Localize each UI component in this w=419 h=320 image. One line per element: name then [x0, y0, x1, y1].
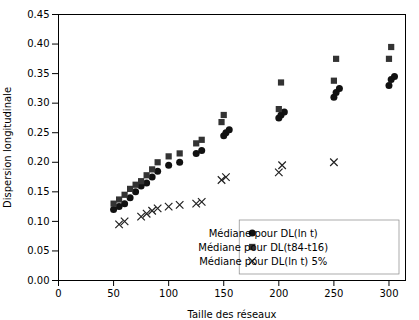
- svg-text:0.10: 0.10: [27, 216, 49, 227]
- svg-text:Dispersion longitudinale: Dispersion longitudinale: [2, 87, 13, 208]
- svg-text:0.20: 0.20: [27, 156, 49, 167]
- svg-text:50: 50: [107, 288, 120, 299]
- svg-text:0: 0: [55, 288, 61, 299]
- svg-text:0.30: 0.30: [27, 97, 49, 108]
- svg-text:0.00: 0.00: [27, 275, 49, 286]
- svg-text:250: 250: [324, 288, 343, 299]
- svg-text:300: 300: [379, 288, 398, 299]
- svg-text:0.35: 0.35: [27, 68, 49, 79]
- svg-text:0.25: 0.25: [27, 127, 49, 138]
- svg-text:0.40: 0.40: [27, 38, 49, 49]
- svg-text:200: 200: [269, 288, 288, 299]
- svg-text:Médiane pour DL(ln t) 5%: Médiane pour DL(ln t) 5%: [199, 256, 327, 267]
- svg-text:0.45: 0.45: [27, 9, 49, 20]
- svg-text:150: 150: [214, 288, 233, 299]
- svg-text:0.15: 0.15: [27, 186, 49, 197]
- svg-text:0.05: 0.05: [27, 245, 49, 256]
- svg-text:Médiane pour DL(ln t): Médiane pour DL(ln t): [209, 228, 318, 239]
- svg-text:Médiane pour DL(t84-t16): Médiane pour DL(t84-t16): [198, 242, 328, 253]
- svg-text:100: 100: [159, 288, 178, 299]
- svg-text:Taille des réseaux: Taille des réseaux: [187, 309, 277, 320]
